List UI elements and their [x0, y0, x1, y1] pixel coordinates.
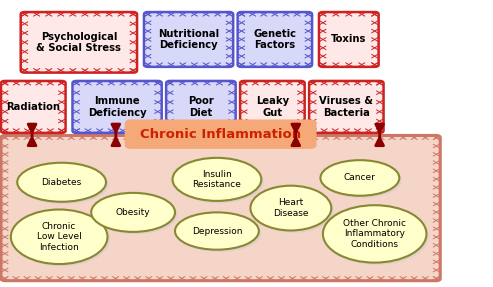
Text: Chronic Inflammation: Chronic Inflammation: [140, 128, 301, 141]
Text: Obesity: Obesity: [116, 208, 150, 217]
Text: Leaky
Gut: Leaky Gut: [256, 96, 289, 118]
FancyBboxPatch shape: [21, 12, 137, 73]
Text: Insulin
Resistance: Insulin Resistance: [192, 170, 242, 189]
FancyBboxPatch shape: [238, 12, 312, 67]
Text: Toxins: Toxins: [331, 34, 366, 44]
Ellipse shape: [17, 163, 106, 202]
Ellipse shape: [320, 160, 399, 196]
Ellipse shape: [94, 195, 177, 234]
FancyBboxPatch shape: [144, 12, 233, 67]
FancyBboxPatch shape: [240, 81, 305, 133]
Ellipse shape: [91, 193, 175, 232]
Ellipse shape: [175, 212, 259, 250]
Text: Psychological
& Social Stress: Psychological & Social Stress: [36, 32, 121, 53]
FancyBboxPatch shape: [166, 81, 236, 133]
Text: Poor
Diet: Poor Diet: [188, 96, 214, 118]
Ellipse shape: [173, 158, 261, 201]
Ellipse shape: [250, 186, 331, 230]
Ellipse shape: [11, 210, 107, 264]
Ellipse shape: [177, 215, 261, 252]
Text: Cancer: Cancer: [344, 173, 376, 183]
FancyBboxPatch shape: [1, 135, 440, 281]
Text: Genetic
Factors: Genetic Factors: [253, 29, 296, 50]
Ellipse shape: [323, 162, 402, 198]
Ellipse shape: [325, 208, 429, 265]
Ellipse shape: [175, 160, 264, 203]
Ellipse shape: [323, 205, 426, 263]
FancyBboxPatch shape: [309, 81, 384, 133]
Text: Viruses &
Bacteria: Viruses & Bacteria: [319, 96, 373, 118]
Text: Other Chronic
Inflammatory
Conditions: Other Chronic Inflammatory Conditions: [343, 219, 406, 249]
FancyBboxPatch shape: [126, 121, 316, 148]
FancyBboxPatch shape: [1, 81, 66, 133]
Text: Heart
Disease: Heart Disease: [273, 198, 309, 218]
FancyBboxPatch shape: [72, 81, 162, 133]
Ellipse shape: [13, 212, 110, 266]
Ellipse shape: [20, 165, 108, 204]
Text: Chronic
Low Level
Infection: Chronic Low Level Infection: [37, 222, 81, 252]
Ellipse shape: [253, 188, 334, 233]
Text: Radiation: Radiation: [6, 102, 60, 112]
Text: Depression: Depression: [192, 226, 242, 236]
Text: Nutritional
Deficiency: Nutritional Deficiency: [158, 29, 219, 50]
Text: Diabetes: Diabetes: [41, 178, 82, 187]
Text: Immune
Deficiency: Immune Deficiency: [88, 96, 146, 118]
FancyBboxPatch shape: [319, 12, 379, 67]
